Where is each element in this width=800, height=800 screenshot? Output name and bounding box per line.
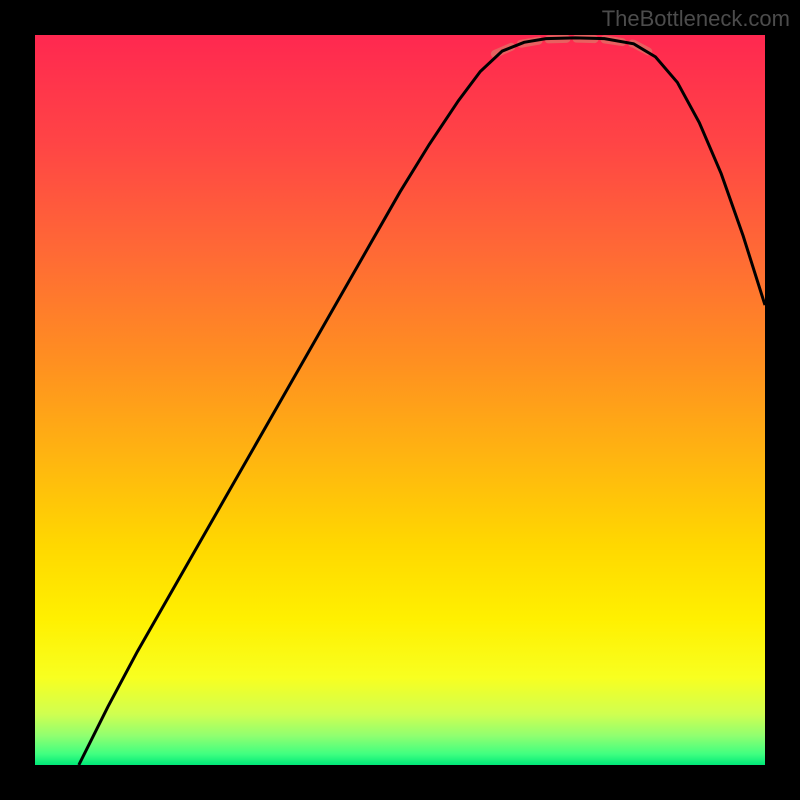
bottleneck-curve [79,38,765,765]
curve-layer [35,35,765,765]
plot-area [35,35,765,765]
watermark-text: TheBottleneck.com [602,6,790,32]
marker-segment [495,39,652,54]
chart-container: TheBottleneck.com [0,0,800,800]
